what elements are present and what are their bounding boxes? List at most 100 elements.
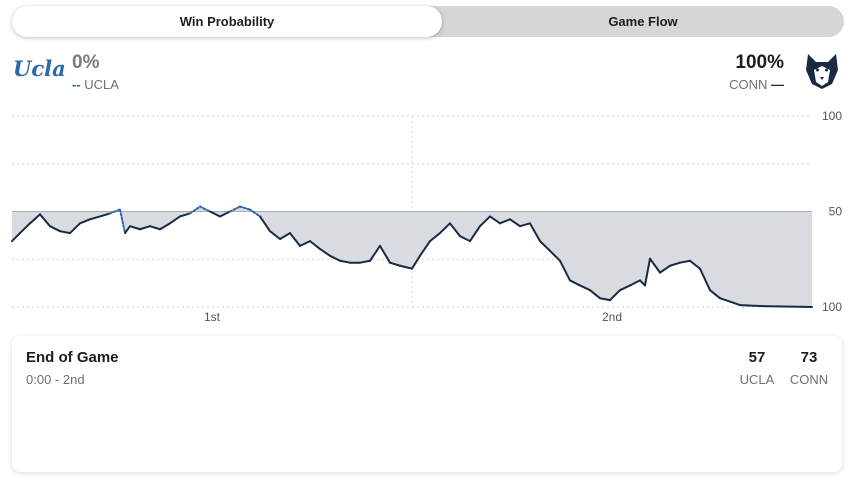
line-segment	[669, 261, 681, 267]
status-clock: 0:00 - 2nd	[26, 372, 85, 387]
y-axis-label: 100	[822, 300, 842, 314]
line-segment	[119, 208, 126, 235]
husky-logo-icon	[806, 54, 838, 89]
line-segment	[269, 230, 281, 241]
line-segment	[549, 249, 561, 262]
line-segment	[369, 244, 381, 262]
line-segment	[609, 289, 621, 302]
away-win-pct: 0%	[72, 52, 100, 73]
line-segment	[11, 232, 21, 243]
line-segment	[279, 232, 291, 241]
line-segment	[709, 289, 721, 300]
line-segment	[259, 215, 271, 233]
line-segment	[69, 222, 81, 235]
line-segment	[339, 259, 351, 264]
line-segment	[519, 222, 531, 228]
home-win-pct: 100%	[735, 52, 784, 73]
away-legend: -- UCLA	[72, 77, 119, 92]
line-segment	[629, 279, 641, 287]
line-segment	[89, 215, 101, 221]
line-segment	[149, 225, 161, 231]
y-axis-label: 50	[829, 205, 843, 219]
line-segment	[429, 232, 441, 243]
line-segment	[309, 240, 321, 250]
line-segment	[199, 205, 211, 213]
line-segment	[479, 215, 491, 228]
line-segment	[129, 225, 141, 231]
line-segment	[189, 205, 201, 215]
line-segment	[59, 230, 71, 235]
line-segment	[229, 205, 241, 213]
line-segment	[411, 254, 421, 270]
line-segment	[569, 279, 581, 287]
line-segment	[249, 208, 261, 218]
line-segment	[359, 259, 371, 264]
status-title: End of Game	[26, 349, 119, 366]
line-segment	[449, 222, 461, 238]
line-segment	[509, 218, 521, 228]
line-segment	[289, 232, 301, 247]
line-segment	[459, 235, 471, 243]
line-segment	[239, 205, 251, 211]
line-segment	[649, 257, 661, 274]
tab-game-flow[interactable]: Game Flow	[608, 14, 678, 29]
probability-area	[12, 206, 812, 307]
line-segment	[439, 222, 451, 235]
line-segment	[219, 210, 231, 218]
line-segment	[399, 264, 413, 270]
line-segment	[179, 212, 191, 218]
line-segment	[139, 225, 151, 231]
line-segment	[599, 297, 611, 302]
x-tick-label: 2nd	[602, 310, 622, 324]
solid-line-icon: —	[771, 77, 784, 92]
line-segment	[19, 222, 31, 235]
home-score: 73	[800, 349, 818, 366]
home-legend: CONN —	[729, 77, 784, 92]
line-segment	[99, 212, 111, 218]
line-segment	[419, 240, 431, 257]
game-status-card: End of Game 0:00 - 2nd 57 73 UCLA CONN	[12, 336, 842, 472]
line-segment	[659, 264, 671, 274]
line-segment	[644, 257, 651, 287]
away-score-label: UCLA	[739, 372, 775, 387]
line-segment	[489, 215, 501, 225]
away-abbr: UCLA	[84, 77, 119, 92]
line-segment	[299, 240, 311, 247]
line-segment	[49, 225, 61, 233]
line-segment	[469, 225, 481, 243]
line-segment	[169, 215, 181, 225]
line-segment	[619, 284, 631, 292]
line-segment	[159, 222, 171, 231]
line-segment	[579, 284, 591, 292]
line-segment	[209, 210, 221, 218]
home-abbr: CONN	[729, 77, 768, 92]
line-segment	[329, 254, 341, 262]
line-segment	[539, 240, 551, 252]
dashed-line-icon: --	[72, 77, 85, 92]
line-segment	[559, 259, 571, 282]
line-segment	[679, 259, 691, 264]
home-score-label: CONN	[789, 372, 829, 387]
line-segment	[379, 244, 391, 264]
line-segment	[39, 213, 51, 228]
tab-win-probability[interactable]: Win Probability	[12, 6, 442, 37]
line-segment	[124, 225, 131, 235]
line-segment	[589, 289, 601, 300]
line-segment	[389, 261, 401, 267]
line-segment	[739, 304, 761, 308]
line-segment	[319, 247, 331, 257]
line-segment	[759, 305, 813, 308]
ucla-logo: Ucla	[13, 56, 66, 81]
line-segment	[79, 218, 91, 225]
win-probability-chart: 100 50 100 1st 2nd	[11, 109, 843, 324]
line-segment	[499, 218, 511, 225]
line-segment	[109, 208, 121, 215]
line-segment	[689, 259, 701, 270]
away-score: 57	[748, 349, 766, 366]
line-segment	[699, 267, 711, 292]
x-tick-label: 1st	[204, 310, 221, 324]
view-tabs: Win Probability Game Flow	[12, 6, 844, 37]
y-axis-label: 100	[822, 109, 842, 123]
line-segment	[29, 213, 41, 225]
line-segment	[529, 222, 541, 243]
